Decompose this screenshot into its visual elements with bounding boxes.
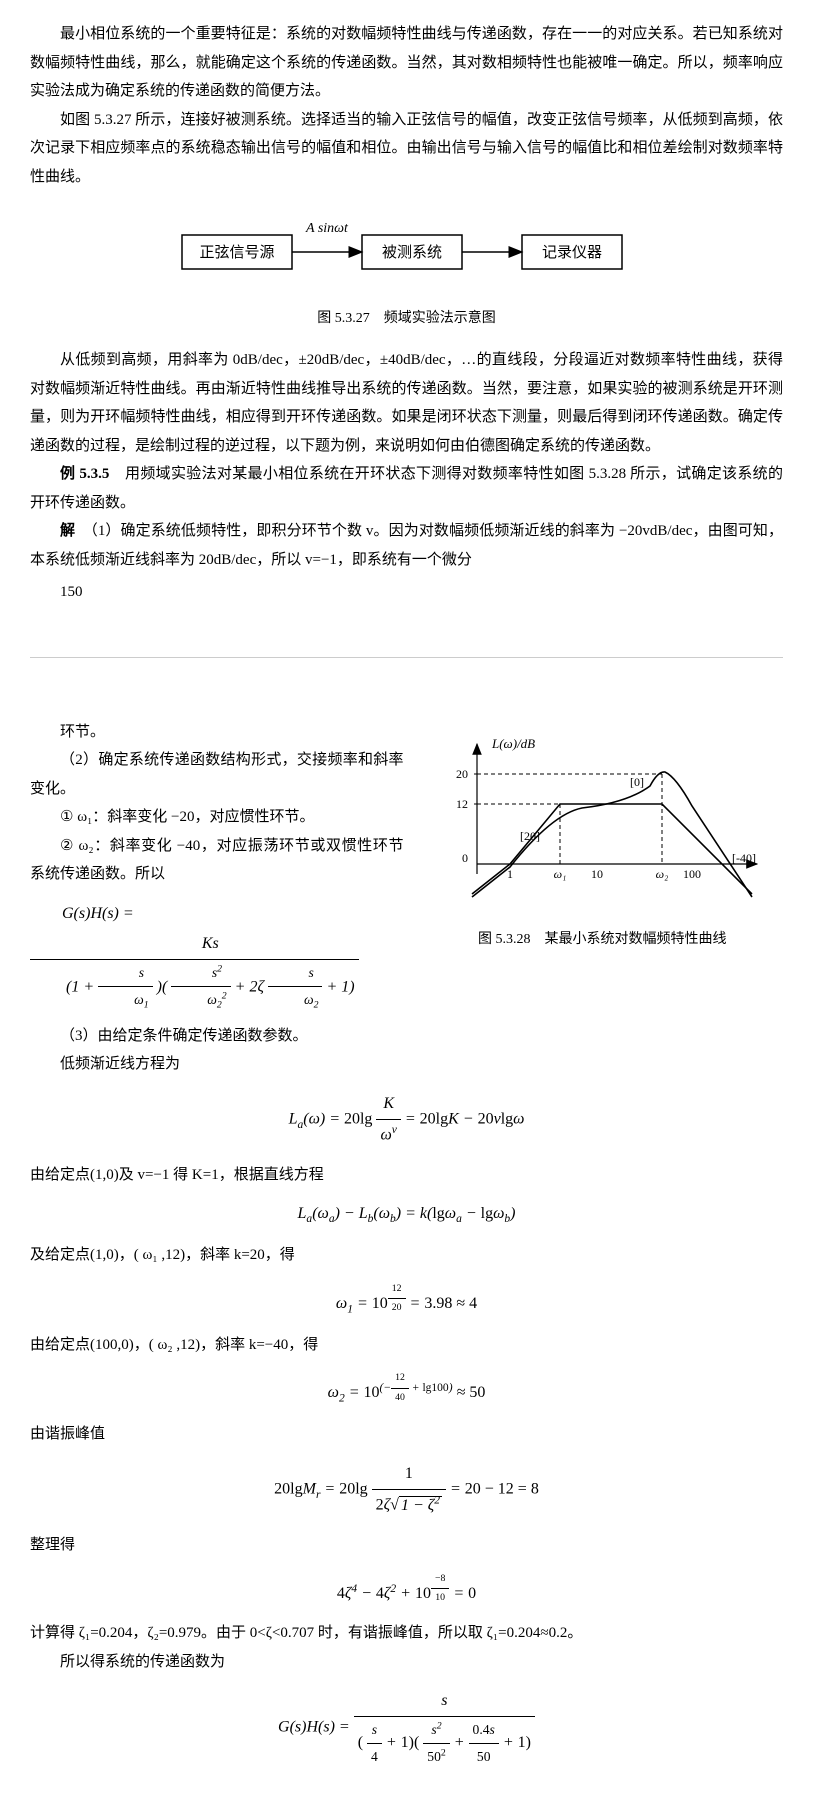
equation-Mr: 20lgMr = 20lg 1 2ζ√1 − ζ2 = 20 − 12 = 8 — [30, 1459, 783, 1521]
solution-label: 解 — [60, 523, 75, 539]
ylabel: L(ω)/dB — [491, 736, 535, 751]
paragraph: 如图 5.3.27 所示，连接好被测系统。选择适当的输入正弦信号的幅值，改变正弦… — [30, 106, 783, 192]
ytick-12: 12 — [456, 797, 468, 811]
equation-GHs: G(s)H(s) = Ks (1 + sω1 )( s2ω22 + 2ζ sω2… — [30, 899, 404, 1016]
block-source: 正弦信号源 — [199, 244, 274, 261]
page-break — [30, 657, 783, 658]
xtick-w2: ω₂ — [656, 867, 669, 881]
bode-plot-5-3-28: L(ω)/dB 20 12 0 1 ω₁ 10 ω₂ 100 — [422, 734, 783, 920]
solution-step-3a: 低频渐近线方程为 — [30, 1050, 404, 1079]
solution-step-2: （2）确定系统传递函数结构形式，交接频率和斜率变化。 — [30, 746, 404, 803]
block-diagram-5-3-27: 正弦信号源 A sinωt 被测系统 记录仪器 — [30, 207, 783, 298]
text-zeta-result: 计算得 ζ₁=0.204，ζ₂=0.979。由于 0<ζ<0.707 时，有谐振… — [30, 1619, 783, 1648]
page-number: 150 — [30, 578, 783, 607]
equation-w2: ω2 = 10(−1240 + lg100) ≈ 50 — [30, 1369, 783, 1410]
figure-caption: 图 5.3.27 频域实验法示意图 — [30, 306, 783, 333]
xtick-w1: ω₁ — [554, 867, 567, 881]
equation-poly: 4ζ4 − 4ζ2 + 10−810 = 0 — [30, 1570, 783, 1609]
arrow-label: A sinωt — [305, 221, 349, 236]
equation-w1: ω1 = 101220 = 3.98 ≈ 4 — [30, 1280, 783, 1321]
paragraph: 从低频到高频，用斜率为 0dB/dec，±20dB/dec，±40dB/dec，… — [30, 346, 783, 460]
slope-label-mid: [0] — [630, 775, 644, 789]
text-after-Lab: 及给定点(1,0)，( ω₁ ,12)，斜率 k=20，得 — [30, 1241, 783, 1270]
text-after-La: 由给定点(1,0)及 v=−1 得 K=1，根据直线方程 — [30, 1161, 783, 1190]
paragraph: 最小相位系统的一个重要特征是：系统的对数幅频特性曲线与传递函数，存在一一的对应关… — [30, 20, 783, 106]
xtick-10: 10 — [591, 867, 603, 881]
solution-step-1: 解 （1）确定系统低频特性，即积分环节个数 v。因为对数幅频低频渐近线的斜率为 … — [30, 517, 783, 574]
equation-final-GH: G(s)H(s) = s ( s4 + 1)( s2502 + 0.4s50 +… — [30, 1686, 783, 1770]
figure-caption-2: 图 5.3.28 某最小系统对数幅频特性曲线 — [422, 927, 783, 954]
text-final: 所以得系统的传递函数为 — [30, 1648, 783, 1677]
example-5-3-5: 例 5.3.5 用频域实验法对某最小相位系统在开环状态下测得对数频率特性如图 5… — [30, 460, 783, 517]
block-recorder: 记录仪器 — [541, 244, 601, 261]
solution-step-2-item-1: ① ω₁：斜率变化 −20，对应惯性环节。 — [30, 803, 404, 832]
block-system: 被测系统 — [381, 244, 441, 261]
ytick-20: 20 — [456, 767, 468, 781]
equation-La: La(ω) = 20lg Kωv = 20lgK − 20vlgω — [30, 1089, 783, 1151]
equation-La-Lb: La(ωa) − Lb(ωb) = k(lgωa − lgωb) — [30, 1199, 783, 1231]
example-label: 例 5.3.5 — [60, 466, 109, 482]
solution-step-2-item-2: ② ω₂：斜率变化 −40，对应振荡环节或双惯性环节系统传递函数。所以 — [30, 832, 404, 889]
text-after-w1: 由给定点(100,0)，( ω₂ ,12)，斜率 k=−40，得 — [30, 1331, 783, 1360]
text-arrange: 整理得 — [30, 1531, 783, 1560]
slope-label-low: [20] — [520, 829, 540, 843]
ytick-0: 0 — [462, 851, 468, 865]
example-text: 用频域实验法对某最小相位系统在开环状态下测得对数频率特性如图 5.3.28 所示… — [30, 466, 783, 511]
continuation-text: 环节。 — [30, 718, 404, 747]
solution-step-3: （3）由给定条件确定传递函数参数。 — [30, 1022, 404, 1051]
xtick-100: 100 — [683, 867, 701, 881]
slope-label-high: [-40] — [732, 851, 756, 865]
text-resonance: 由谐振峰值 — [30, 1420, 783, 1449]
